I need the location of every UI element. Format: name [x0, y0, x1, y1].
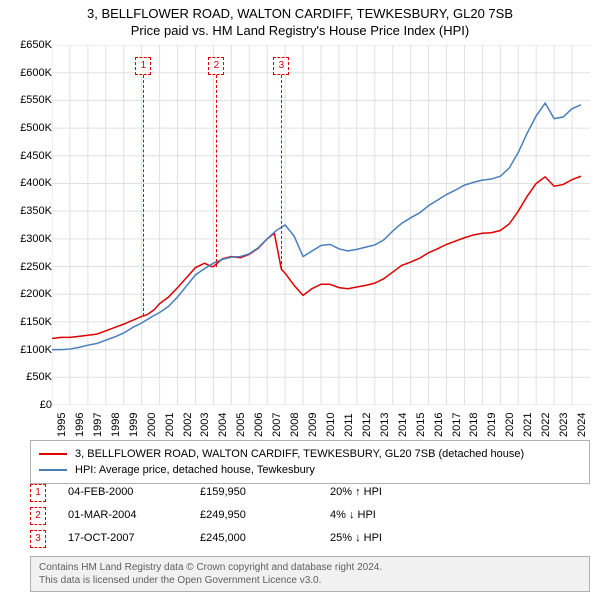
- y-tick-label: £300K: [12, 233, 52, 245]
- chart-svg: [52, 45, 590, 405]
- y-tick-label: £500K: [12, 122, 52, 134]
- x-tick-label: 2015: [415, 413, 427, 437]
- x-tick-label: 2003: [199, 413, 211, 437]
- title-line1: 3, BELLFLOWER ROAD, WALTON CARDIFF, TEWK…: [0, 6, 600, 23]
- legend: 3, BELLFLOWER ROAD, WALTON CARDIFF, TEWK…: [30, 440, 590, 484]
- x-tick-label: 1998: [110, 413, 122, 437]
- x-tick-label: 2013: [379, 413, 391, 437]
- attribution: Contains HM Land Registry data © Crown c…: [30, 556, 590, 592]
- y-tick-label: £100K: [12, 344, 52, 356]
- marker-box: 1: [135, 57, 151, 75]
- attribution-line1: Contains HM Land Registry data © Crown c…: [39, 561, 581, 574]
- marker-line: [281, 75, 282, 269]
- sale-price: £245,000: [200, 532, 246, 544]
- y-tick-label: £550K: [12, 94, 52, 106]
- x-tick-label: 2010: [325, 413, 337, 437]
- sale-marker: 2: [30, 507, 46, 525]
- attribution-line2: This data is licensed under the Open Gov…: [39, 574, 581, 587]
- marker-line: [143, 75, 144, 316]
- y-tick-label: £450K: [12, 150, 52, 162]
- x-tick-label: 2019: [486, 413, 498, 437]
- sale-marker: 1: [30, 484, 46, 502]
- title-line2: Price paid vs. HM Land Registry's House …: [0, 23, 600, 40]
- sale-marker: 3: [30, 530, 46, 548]
- x-tick-label: 2021: [522, 413, 534, 437]
- sale-pct: 25% ↓ HPI: [330, 532, 382, 544]
- x-tick-label: 2020: [504, 413, 516, 437]
- sale-date: 04-FEB-2000: [68, 486, 133, 498]
- x-tick-label: 2006: [253, 413, 265, 437]
- legend-label: HPI: Average price, detached house, Tewk…: [75, 464, 315, 476]
- x-tick-label: 2011: [343, 413, 355, 437]
- sale-date: 17-OCT-2007: [68, 532, 135, 544]
- chart-title: 3, BELLFLOWER ROAD, WALTON CARDIFF, TEWK…: [0, 0, 600, 40]
- x-tick-label: 2007: [271, 413, 283, 437]
- marker-box: 3: [273, 57, 289, 75]
- x-tick-label: 2016: [433, 413, 445, 437]
- x-tick-label: 2022: [540, 413, 552, 437]
- x-tick-label: 2024: [576, 413, 588, 437]
- x-tick-label: 2002: [182, 413, 194, 437]
- marker-box: 2: [208, 57, 224, 75]
- x-tick-label: 1996: [74, 413, 86, 437]
- y-tick-label: £650K: [12, 39, 52, 51]
- x-tick-label: 2009: [307, 413, 319, 437]
- sale-pct: 4% ↓ HPI: [330, 509, 376, 521]
- x-tick-label: 2017: [451, 413, 463, 437]
- y-tick-label: £0: [12, 399, 52, 411]
- legend-swatch: [39, 469, 67, 471]
- sale-price: £249,950: [200, 509, 246, 521]
- x-tick-label: 1999: [128, 413, 140, 437]
- x-tick-label: 2005: [235, 413, 247, 437]
- legend-label: 3, BELLFLOWER ROAD, WALTON CARDIFF, TEWK…: [75, 448, 524, 460]
- x-tick-label: 2008: [289, 413, 301, 437]
- x-tick-label: 1995: [56, 413, 68, 437]
- x-tick-label: 2004: [217, 413, 229, 437]
- chart-plot-area: [52, 45, 590, 405]
- y-tick-label: £250K: [12, 261, 52, 273]
- legend-row: HPI: Average price, detached house, Tewk…: [39, 462, 581, 478]
- legend-row: 3, BELLFLOWER ROAD, WALTON CARDIFF, TEWK…: [39, 446, 581, 462]
- x-tick-label: 2018: [468, 413, 480, 437]
- y-tick-label: £150K: [12, 316, 52, 328]
- y-tick-label: £600K: [12, 67, 52, 79]
- sale-price: £159,950: [200, 486, 246, 498]
- x-tick-label: 2012: [361, 413, 373, 437]
- y-tick-label: £350K: [12, 205, 52, 217]
- y-tick-label: £50K: [12, 371, 52, 383]
- y-tick-label: £400K: [12, 177, 52, 189]
- x-tick-label: 2001: [164, 413, 176, 437]
- marker-line: [216, 75, 217, 267]
- sale-date: 01-MAR-2004: [68, 509, 136, 521]
- x-tick-label: 1997: [92, 413, 104, 437]
- x-tick-label: 2000: [146, 413, 158, 437]
- y-tick-label: £200K: [12, 288, 52, 300]
- x-tick-label: 2023: [558, 413, 570, 437]
- legend-swatch: [39, 453, 67, 455]
- x-tick-label: 2014: [397, 413, 409, 437]
- sale-pct: 20% ↑ HPI: [330, 486, 382, 498]
